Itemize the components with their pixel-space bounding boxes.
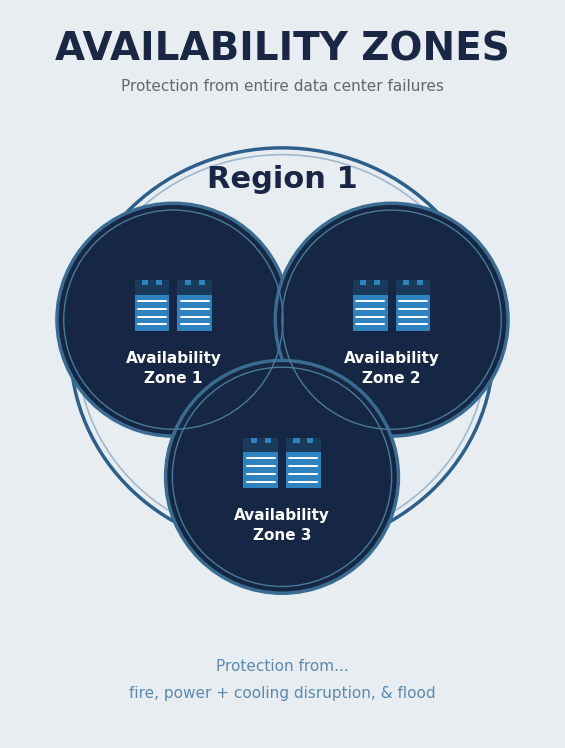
- FancyBboxPatch shape: [396, 280, 431, 331]
- Circle shape: [166, 361, 398, 593]
- Bar: [198, 280, 205, 286]
- Circle shape: [275, 203, 508, 436]
- Text: Protection from...: Protection from...: [216, 660, 349, 675]
- Text: fire, power + cooling disruption, & flood: fire, power + cooling disruption, & floo…: [129, 686, 436, 701]
- FancyBboxPatch shape: [243, 438, 278, 452]
- Bar: [360, 280, 367, 286]
- Bar: [307, 438, 314, 443]
- Bar: [374, 280, 380, 286]
- Bar: [417, 280, 423, 286]
- Bar: [250, 438, 257, 443]
- FancyBboxPatch shape: [286, 438, 321, 488]
- Text: Availability
Zone 2: Availability Zone 2: [344, 351, 440, 386]
- Bar: [156, 280, 162, 286]
- Text: Protection from entire data center failures: Protection from entire data center failu…: [121, 79, 444, 94]
- Circle shape: [57, 203, 290, 436]
- Text: Availability
Zone 1: Availability Zone 1: [125, 351, 221, 386]
- Bar: [264, 438, 271, 443]
- FancyBboxPatch shape: [177, 280, 212, 331]
- Bar: [185, 280, 191, 286]
- Bar: [142, 280, 148, 286]
- Text: AVAILABILITY ZONES: AVAILABILITY ZONES: [55, 31, 510, 69]
- FancyBboxPatch shape: [286, 438, 321, 452]
- FancyBboxPatch shape: [353, 280, 388, 295]
- Bar: [403, 280, 409, 286]
- FancyBboxPatch shape: [177, 280, 212, 295]
- FancyBboxPatch shape: [134, 280, 170, 295]
- Text: Availability
Zone 3: Availability Zone 3: [234, 509, 330, 543]
- Ellipse shape: [71, 148, 493, 550]
- FancyBboxPatch shape: [396, 280, 431, 295]
- FancyBboxPatch shape: [134, 280, 170, 331]
- FancyBboxPatch shape: [353, 280, 388, 331]
- Text: Region 1: Region 1: [207, 165, 358, 194]
- FancyBboxPatch shape: [243, 438, 278, 488]
- Bar: [293, 438, 299, 443]
